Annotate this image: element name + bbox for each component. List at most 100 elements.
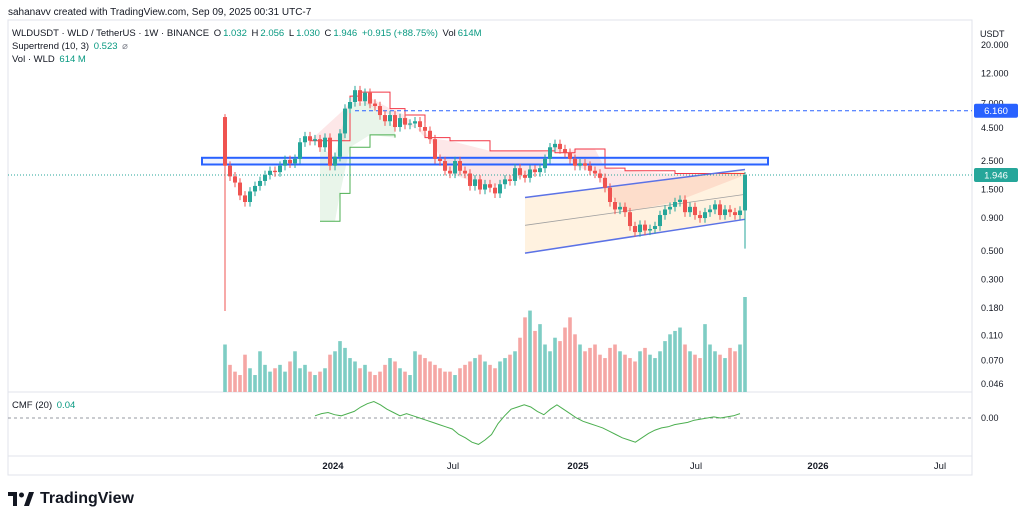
candle-body [718,204,722,216]
volume-bar [613,344,617,392]
volume-bar [258,351,262,392]
volume-bar [423,358,427,392]
candle-body [393,115,397,128]
change-value: +0.915 (+88.75%) [361,28,438,39]
volume-bar [608,347,612,392]
candle-body [328,137,332,166]
volume-bar [533,330,537,392]
volume-legend[interactable]: Vol · WLD 614 M [12,54,88,65]
candle-body [533,169,537,173]
candle-body [733,212,737,216]
candle-body [553,143,557,148]
candle-body [348,102,352,109]
supertrend-legend[interactable]: Supertrend (10, 3) 0.523 ⌀ [12,41,130,52]
candle-body [573,158,577,166]
candle-body [228,165,232,177]
candle-body [608,187,612,202]
cmf-legend[interactable]: CMF (20) 0.04 [12,400,77,411]
volume-bar [433,364,437,392]
candle-body [443,161,447,171]
volume-bar [328,354,332,392]
price-tick-label: 2.500 [981,156,1004,166]
volume-bar [538,324,542,392]
candle-body [528,169,532,178]
level-price-badge: 6.160 [984,106,1008,117]
candle-body [378,106,382,116]
volume-bar [703,324,707,392]
candle-body [233,176,237,183]
time-axis-label: Jul [447,461,459,472]
volume-value: 614 M [59,54,86,65]
volume-bar [308,371,312,392]
candle-body [448,170,452,174]
volume-bar [408,375,412,392]
candle-body [558,143,562,150]
candle-body [663,209,667,216]
candle-body [633,226,637,233]
volume-bar [543,344,547,392]
volume-bar [588,347,592,392]
close-value: 1.946 [333,28,358,39]
candle-body [488,184,492,188]
candle-body [743,175,747,211]
volume-bar [503,358,507,392]
volume-bar [228,364,232,392]
candle-body [323,137,327,148]
volume-bar [738,344,742,392]
volume-bar [373,375,377,392]
volume-bar [473,358,477,392]
volume-label: Vol · WLD [12,54,55,65]
volume-bar [483,361,487,392]
volume-bar [573,334,577,392]
candle-body [303,136,307,143]
volume-bar [583,351,587,392]
candle-body [503,179,507,185]
price-tick-label: 0.070 [981,356,1004,366]
high-value: 2.056 [260,28,285,39]
candle-body [698,215,702,219]
volume-bar [718,354,722,392]
candle-body [403,118,407,125]
symbol-name[interactable]: WLDUSDT · WLD / TetherUS · 1W · BINANCE [12,28,210,39]
time-axis-label: 2025 [567,461,589,472]
candle-body [223,117,227,166]
candle-body [248,191,252,202]
time-axis-label: Jul [934,461,946,472]
volume-bar [293,351,297,392]
price-tick-label: 0.046 [981,379,1004,389]
volume-bar [698,358,702,392]
volume-bar [653,358,657,392]
candle-body [523,174,527,178]
candle-body [263,174,267,181]
volume-bar [628,358,632,392]
volume-bar [633,361,637,392]
volume-bar [488,364,492,392]
candle-body [613,201,617,210]
cmf-label: CMF (20) [12,400,53,411]
candle-body [238,182,242,196]
candle-body [653,226,657,229]
attribution-text: sahanavv created with TradingView.com, S… [8,7,312,18]
candle-body [638,224,642,233]
candle-body [298,142,302,159]
volume-bar [238,375,242,392]
currency-label: USDT [980,29,1005,39]
candle-body [623,206,627,213]
candle-body [728,209,732,213]
candle-body [278,165,282,173]
candle-body [418,121,422,128]
candle-body [458,161,462,171]
volume-bar [673,330,677,392]
vol-label: Vol [442,28,456,39]
hidden-icon[interactable]: ⌀ [122,41,128,52]
volume-bar [558,341,562,392]
volume-bar [513,351,517,392]
candle-body [593,170,597,174]
price-tick-label: 0.900 [981,213,1004,223]
time-axis-label: 2024 [322,461,344,472]
candle-body [603,177,607,188]
candle-body [428,130,432,140]
price-tick-label: 1.500 [981,185,1004,195]
candle-body [648,228,652,231]
